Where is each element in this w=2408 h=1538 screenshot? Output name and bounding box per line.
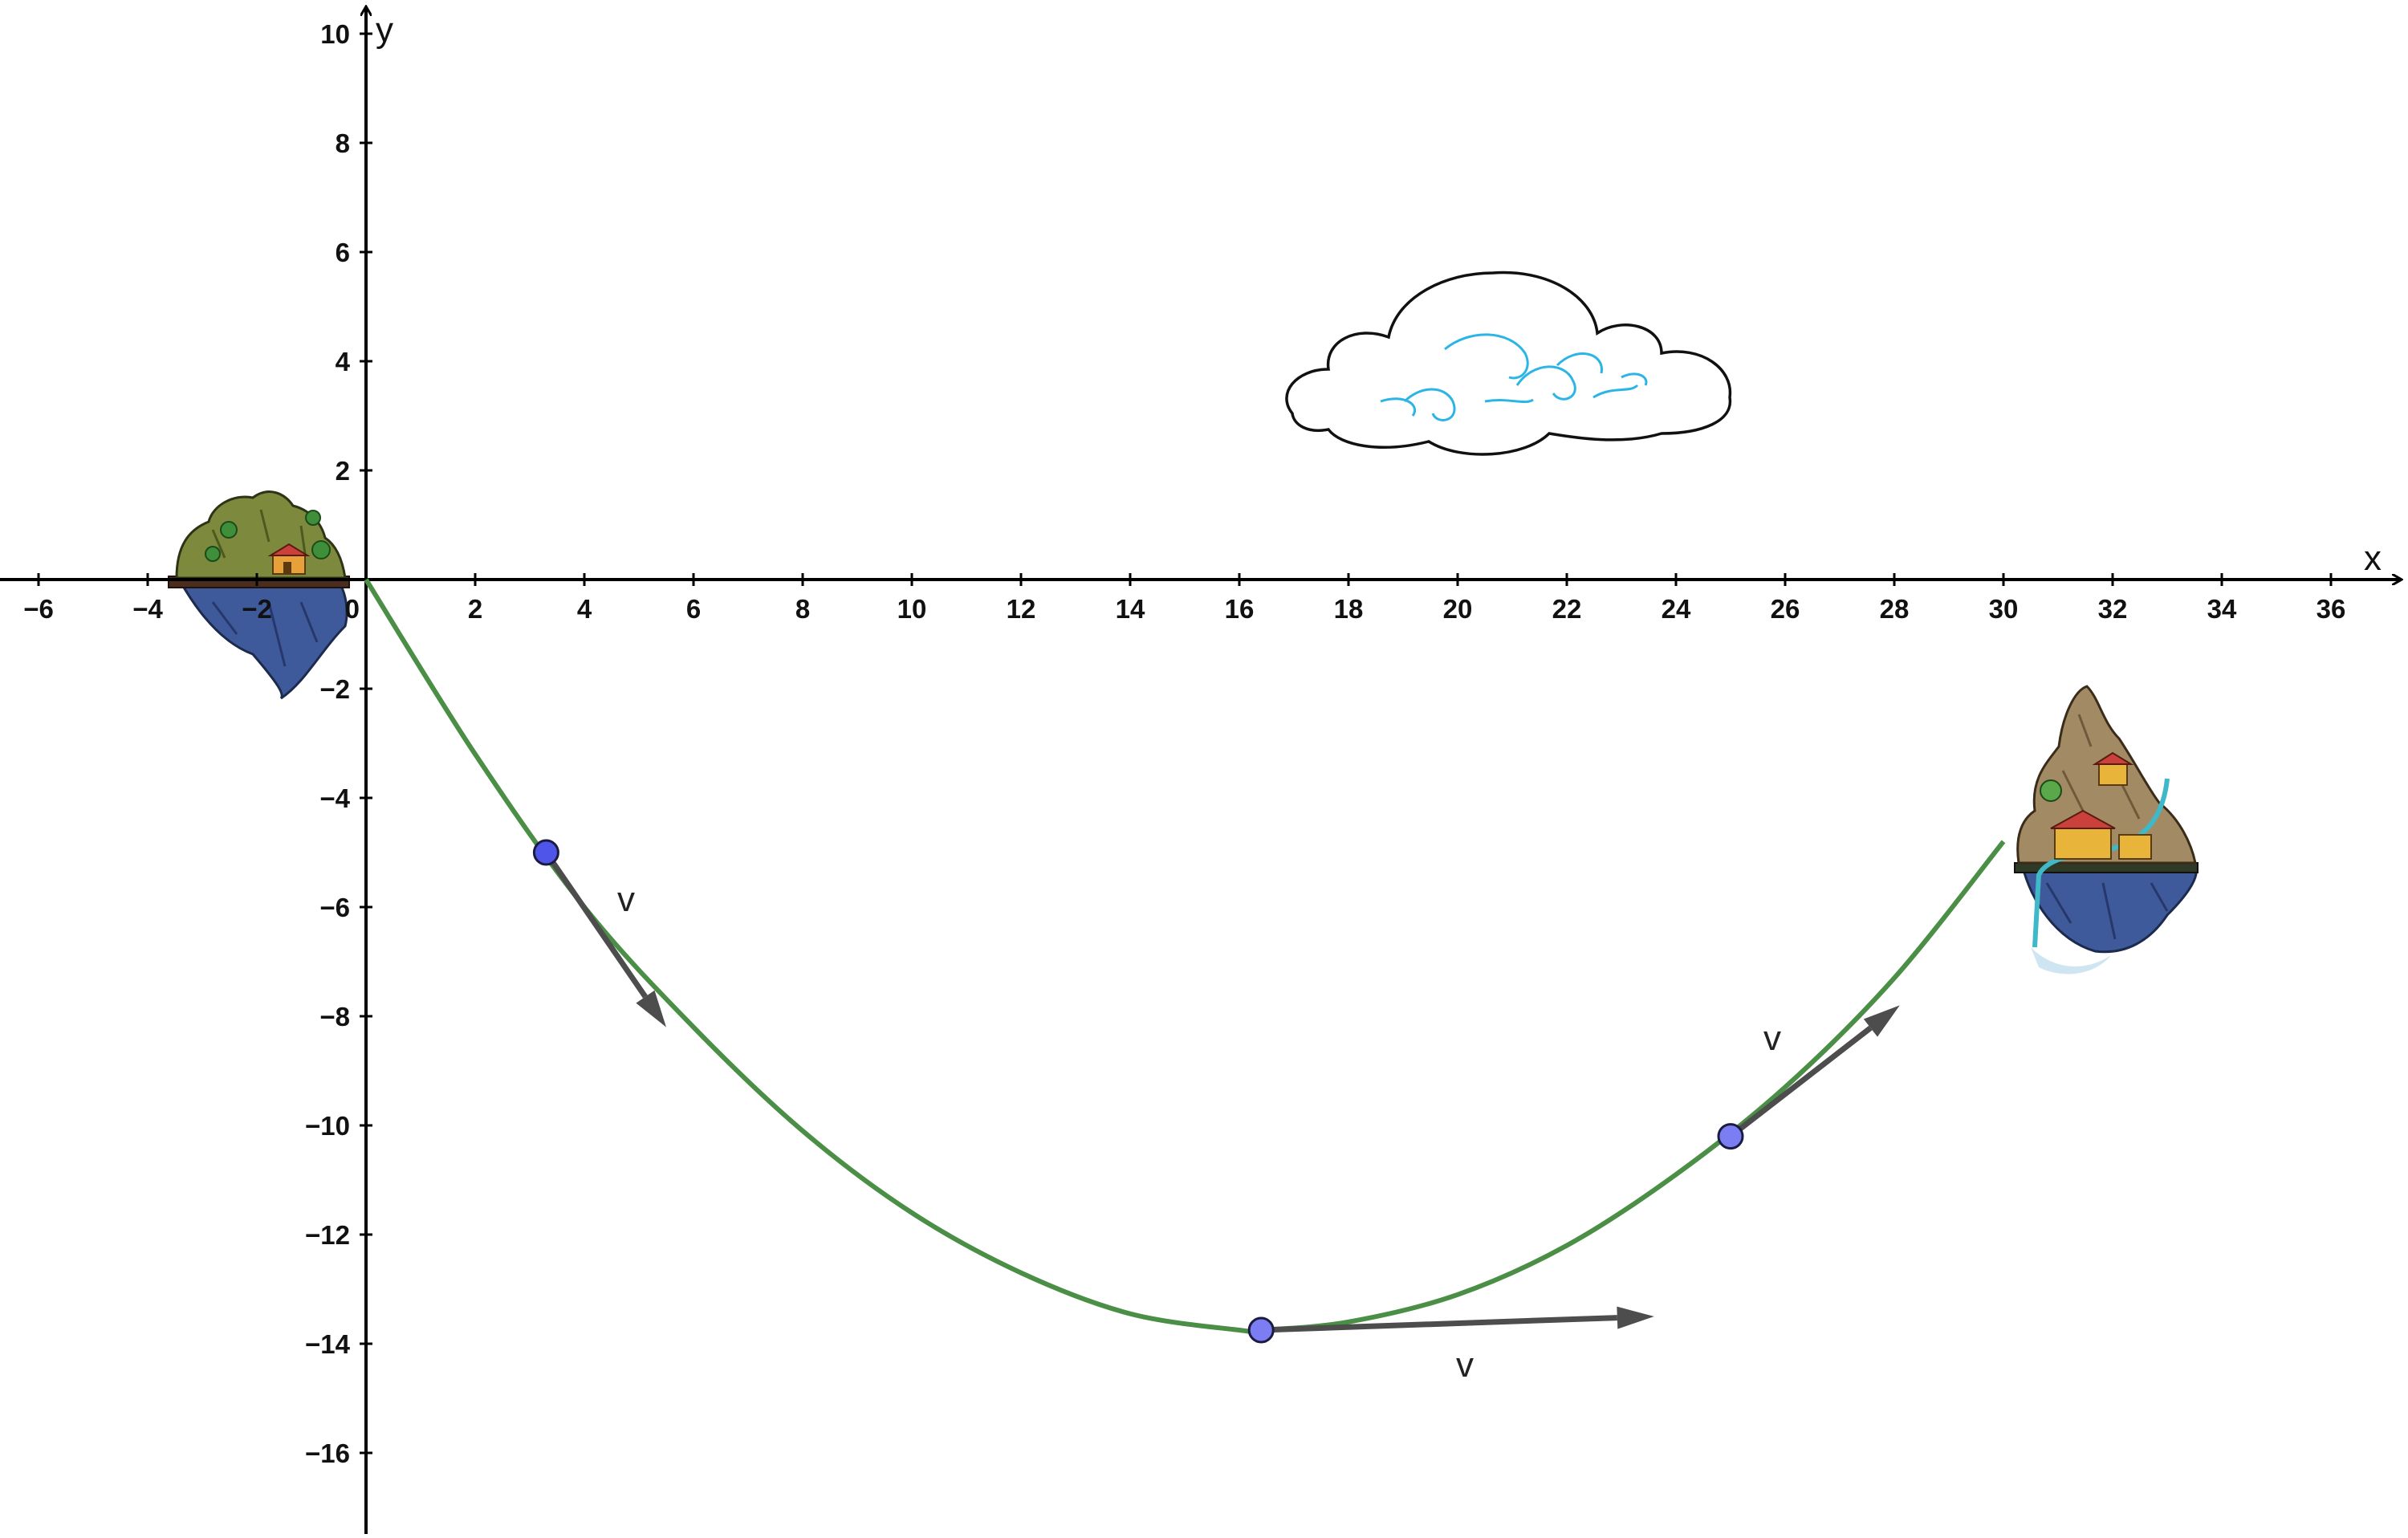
x-tick-label: 30: [1989, 594, 2019, 624]
x-tick-label: −4: [132, 594, 163, 624]
trajectory-curve-group: [364, 578, 2006, 1334]
floating-island-icon: [2014, 685, 2199, 974]
x-tick-label: 16: [1225, 594, 1255, 624]
curve-points: [532, 839, 1744, 1344]
x-tick-label: 12: [1007, 594, 1036, 624]
y-tick-label: −12: [305, 1220, 350, 1250]
vector-arrowhead: [1863, 1005, 1900, 1037]
y-tick-label: 10: [320, 19, 350, 49]
y-tick-label: 6: [336, 238, 350, 267]
velocity-vectors: v v v: [543, 851, 1900, 1385]
trajectory-curve: [364, 578, 2006, 1334]
x-tick-label: 14: [1116, 594, 1145, 624]
x-tick-label: 2: [468, 594, 482, 624]
axis-ticks: −6 −4 −2 2 4 6 8 10 12 14 16 18 20 22 24 26 28 30 32 34 3610…: [23, 19, 2345, 1468]
curve-point-3[interactable]: [1717, 1123, 1744, 1150]
x-tick-label: 6: [686, 594, 701, 624]
y-tick-label: 8: [336, 128, 350, 158]
y-axis-label: y: [376, 10, 393, 50]
velocity-vector-3: [1728, 1025, 1873, 1139]
floating-island-icon: [168, 490, 350, 700]
vector-arrowhead: [1617, 1306, 1654, 1329]
x-tick-label: 24: [1662, 594, 1691, 624]
x-tick-label: 26: [1771, 594, 1800, 624]
y-tick-label: −14: [305, 1329, 351, 1359]
y-tick-label: −6: [319, 893, 350, 922]
x-tick-label: −2: [242, 594, 272, 624]
y-tick-label: −8: [319, 1002, 350, 1031]
x-tick-label: 8: [795, 594, 810, 624]
y-tick-label: −16: [305, 1438, 350, 1468]
x-axis-label: x: [2364, 539, 2382, 578]
y-tick-label: −4: [319, 783, 350, 813]
x-tick-label: 10: [897, 594, 927, 624]
cloud-icon: [1285, 271, 1732, 456]
curve-point-2[interactable]: [1247, 1316, 1275, 1344]
y-tick-label: −2: [319, 674, 350, 704]
x-tick-label: 36: [2316, 594, 2346, 624]
vector-arrowhead: [636, 990, 666, 1027]
origin-label: 0: [345, 594, 360, 624]
y-tick-label: 4: [336, 347, 351, 376]
velocity-vector-2: [1261, 1315, 1617, 1333]
vector-label: v: [617, 880, 635, 919]
x-tick-label: 20: [1443, 594, 1473, 624]
x-tick-label: −6: [23, 594, 54, 624]
vector-label: v: [1763, 1019, 1781, 1058]
x-tick-label: 28: [1880, 594, 1910, 624]
x-tick-label: 22: [1552, 594, 1582, 624]
velocity-vector-1: [543, 851, 648, 999]
x-tick-label: 18: [1334, 594, 1364, 624]
vector-label: v: [1456, 1345, 1474, 1385]
x-tick-label: 32: [2098, 594, 2128, 624]
x-tick-label: 34: [2207, 594, 2237, 624]
x-tick-label: 4: [577, 594, 592, 624]
y-tick-label: −10: [305, 1111, 350, 1141]
axes: xy: [0, 8, 2400, 1534]
curve-point-1[interactable]: [532, 839, 559, 866]
y-tick-label: 2: [336, 456, 350, 486]
